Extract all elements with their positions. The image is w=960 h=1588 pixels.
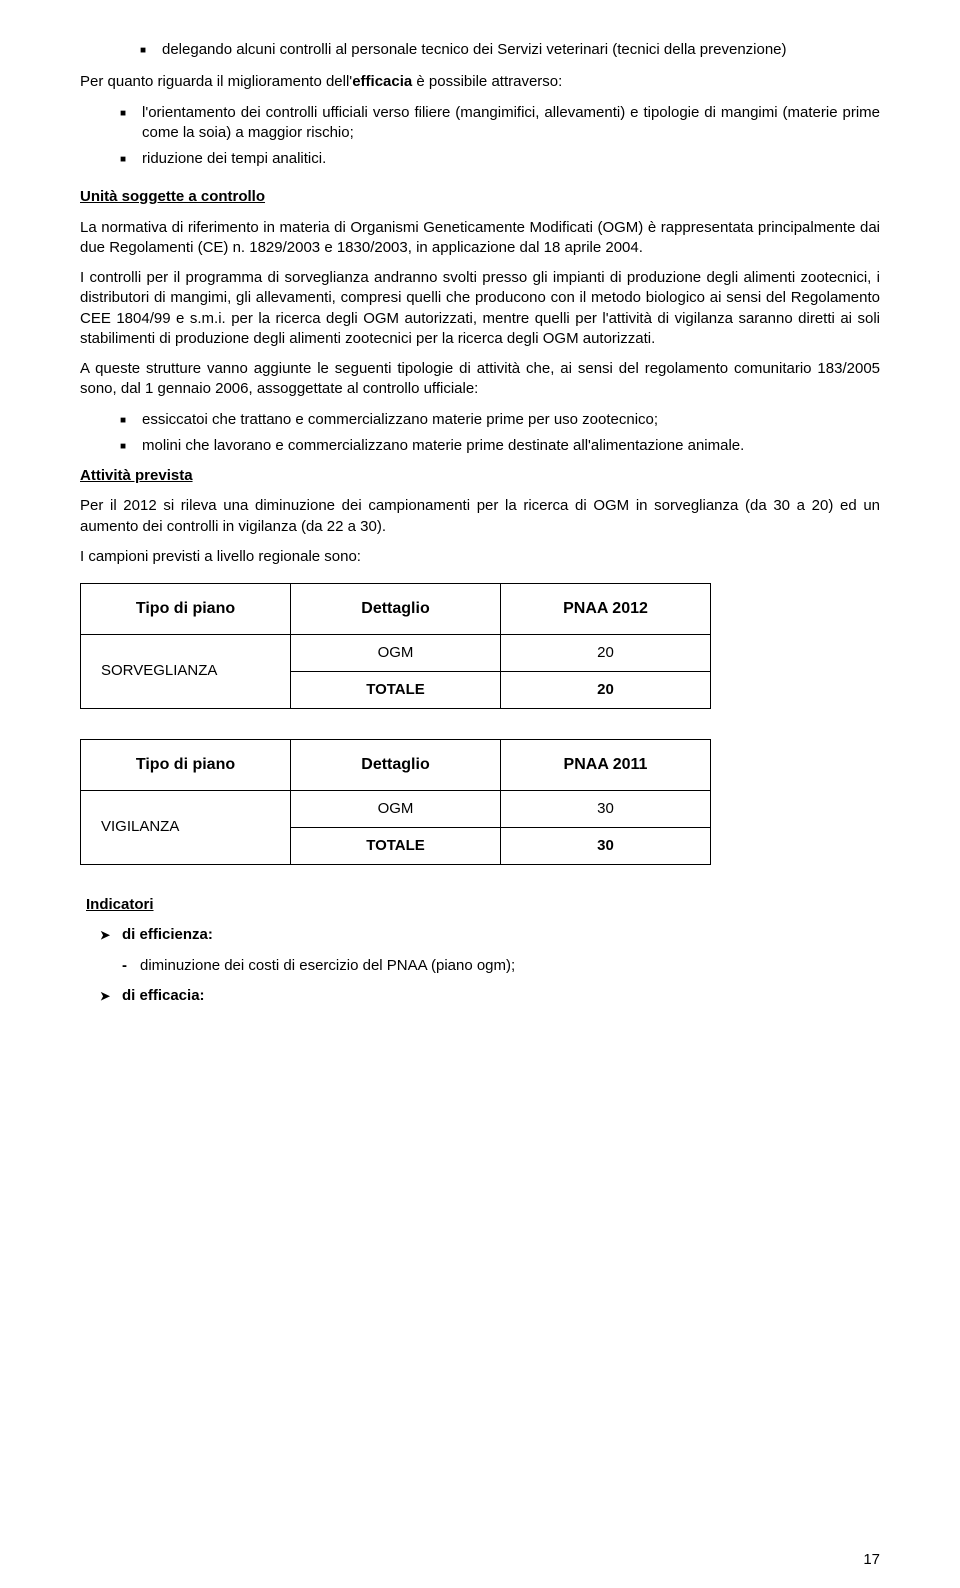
arrow-item-efficacia: di efficacia: xyxy=(100,986,880,1006)
bullet-item: riduzione dei tempi analitici. xyxy=(120,149,880,169)
th-pnaa: PNAA 2011 xyxy=(501,740,711,791)
arrow-item-efficienza: di efficienza: xyxy=(100,925,880,945)
th-tipo: Tipo di piano xyxy=(81,584,291,635)
paragraph-4: Per il 2012 si rileva una diminuzione de… xyxy=(80,496,880,537)
bullet-item: l'orientamento dei controlli ufficiali v… xyxy=(120,103,880,144)
th-dettaglio: Dettaglio xyxy=(291,740,501,791)
table-header-row: Tipo di piano Dettaglio PNAA 2012 xyxy=(81,584,711,635)
paragraph-5: I campioni previsti a livello regionale … xyxy=(80,547,880,567)
heading-unita: Unità soggette a controllo xyxy=(80,187,880,207)
bullet-item: delegando alcuni controlli al personale … xyxy=(140,40,880,60)
dash-list: diminuzione dei costi di esercizio del P… xyxy=(80,956,880,976)
heading-indicatori: Indicatori xyxy=(86,895,880,915)
bullet-list-attivita: essiccatoi che trattano e commercializza… xyxy=(80,410,880,457)
td-rowlabel: SORVEGLIANZA xyxy=(81,634,291,709)
th-pnaa: PNAA 2012 xyxy=(501,584,711,635)
intro-line: Per quanto riguarda il miglioramento del… xyxy=(80,72,880,92)
bullet-item: essiccatoi che trattano e commercializza… xyxy=(120,410,880,430)
th-tipo: Tipo di piano xyxy=(81,740,291,791)
td-totale-value: 20 xyxy=(501,671,711,708)
bullet-list-efficacia: l'orientamento dei controlli ufficiali v… xyxy=(80,103,880,170)
arrow-list: di efficienza: xyxy=(80,925,880,945)
table-row: VIGILANZA OGM 30 xyxy=(81,790,711,827)
td-totale-value: 30 xyxy=(501,827,711,864)
table-vigilanza: Tipo di piano Dettaglio PNAA 2011 VIGILA… xyxy=(80,739,711,865)
bullet-list-top: delegando alcuni controlli al personale … xyxy=(80,40,880,60)
heading-attivita: Attività prevista xyxy=(80,466,880,486)
td-value: 30 xyxy=(501,790,711,827)
bullet-item: molini che lavorano e commercializzano m… xyxy=(120,436,880,456)
intro-bold: efficacia xyxy=(352,73,412,90)
page-number: 17 xyxy=(863,1550,880,1570)
td-detail: OGM xyxy=(291,634,501,671)
paragraph-3: A queste strutture vanno aggiunte le seg… xyxy=(80,359,880,400)
arrow-list: di efficacia: xyxy=(80,986,880,1006)
table-row: SORVEGLIANZA OGM 20 xyxy=(81,634,711,671)
paragraph-1: La normativa di riferimento in materia d… xyxy=(80,218,880,259)
paragraph-2: I controlli per il programma di sorvegli… xyxy=(80,268,880,349)
table-sorveglianza: Tipo di piano Dettaglio PNAA 2012 SORVEG… xyxy=(80,583,711,709)
th-dettaglio: Dettaglio xyxy=(291,584,501,635)
td-value: 20 xyxy=(501,634,711,671)
td-detail: OGM xyxy=(291,790,501,827)
dash-item: diminuzione dei costi di esercizio del P… xyxy=(122,956,880,976)
td-rowlabel: VIGILANZA xyxy=(81,790,291,865)
table-header-row: Tipo di piano Dettaglio PNAA 2011 xyxy=(81,740,711,791)
intro-post: è possibile attraverso: xyxy=(412,73,562,90)
td-totale: TOTALE xyxy=(291,827,501,864)
td-totale: TOTALE xyxy=(291,671,501,708)
intro-pre: Per quanto riguarda il miglioramento del… xyxy=(80,73,352,90)
